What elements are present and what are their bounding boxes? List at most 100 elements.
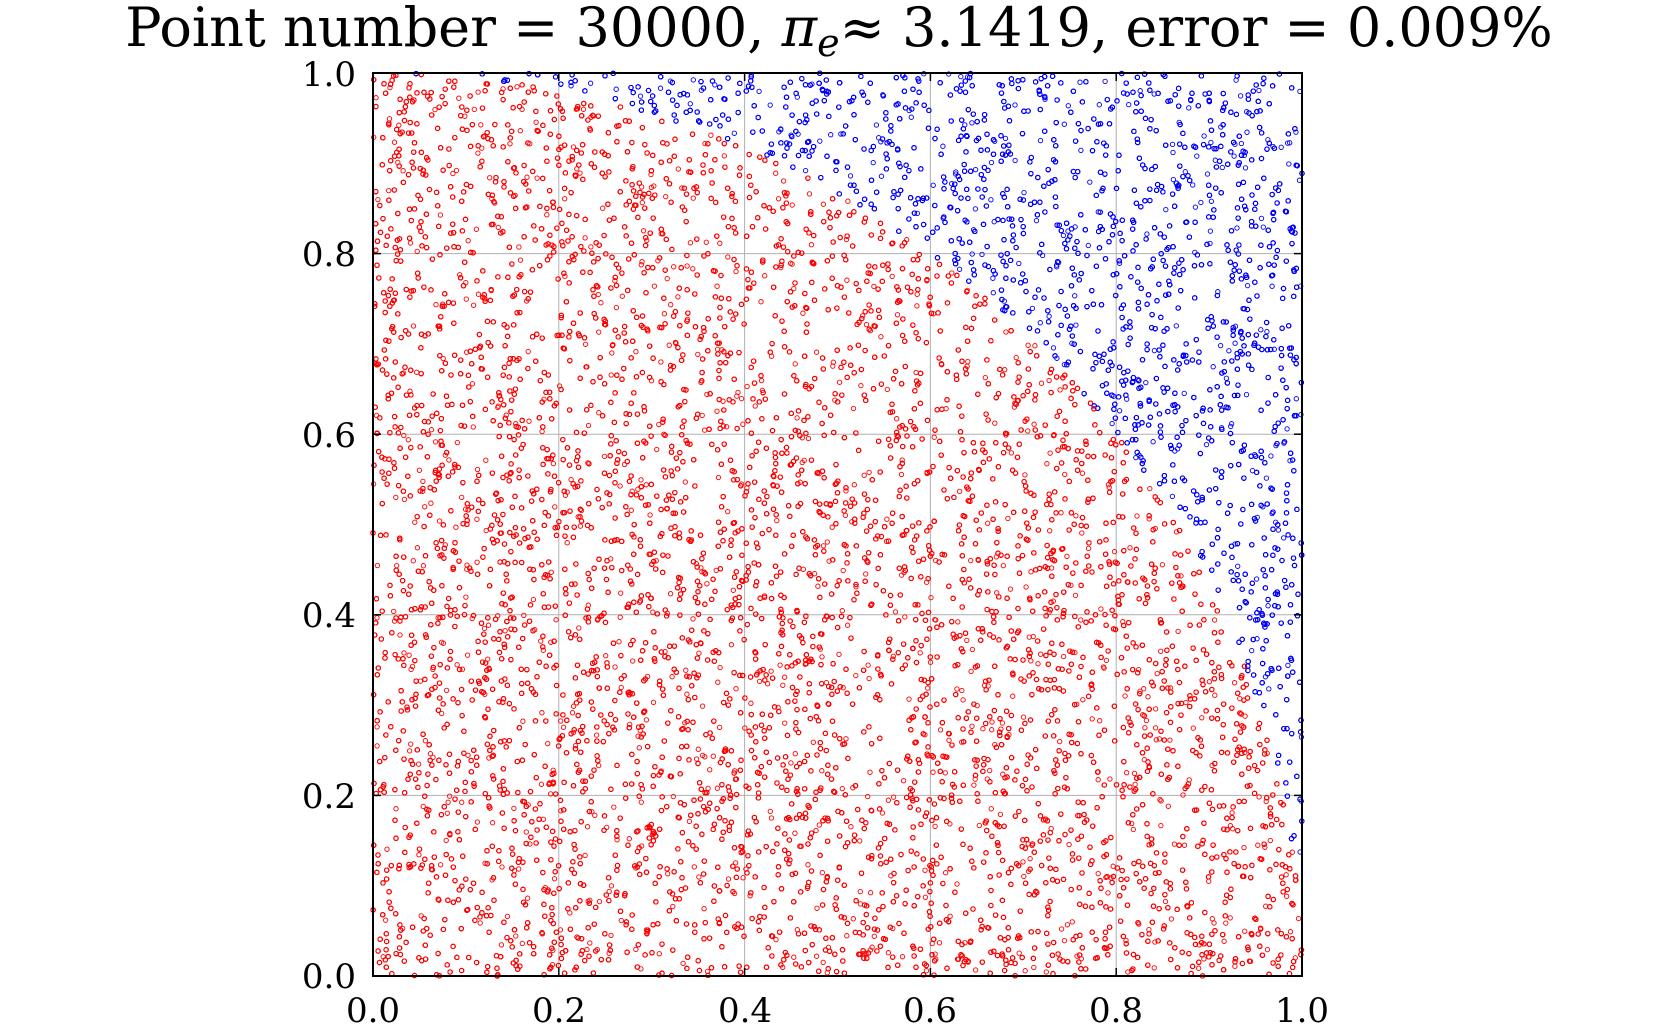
point-outside: [1065, 103, 1071, 109]
point-outside: [1281, 535, 1287, 541]
point-inside: [696, 650, 702, 656]
point-inside: [863, 571, 869, 577]
point-inside: [740, 875, 746, 881]
point-inside: [577, 523, 584, 529]
point-inside: [1158, 798, 1164, 804]
point-inside: [696, 874, 702, 880]
point-inside: [446, 793, 453, 799]
point-inside: [475, 291, 482, 297]
point-inside: [906, 696, 912, 702]
point-inside: [1229, 810, 1235, 816]
point-inside: [525, 348, 531, 355]
point-inside: [670, 903, 676, 910]
point-inside: [471, 106, 477, 113]
point-inside: [960, 697, 966, 703]
point-inside: [857, 888, 863, 895]
point-inside: [932, 951, 938, 957]
point-inside: [853, 584, 859, 590]
point-inside: [617, 483, 623, 489]
point-inside: [1074, 701, 1080, 707]
point-inside: [635, 733, 641, 739]
point-inside: [1021, 873, 1027, 880]
point-outside: [1242, 165, 1249, 171]
point-inside: [485, 622, 492, 628]
point-inside: [629, 488, 635, 494]
point-inside: [412, 519, 418, 525]
point-inside: [878, 334, 884, 340]
point-inside: [792, 361, 798, 367]
point-inside: [928, 594, 934, 601]
point-inside: [980, 726, 986, 732]
point-inside: [1032, 343, 1038, 349]
point-inside: [601, 453, 608, 460]
point-inside: [1134, 513, 1140, 519]
point-inside: [844, 277, 850, 283]
point-inside: [540, 647, 546, 653]
point-inside: [606, 888, 612, 895]
point-inside: [959, 739, 965, 745]
point-inside: [420, 803, 426, 810]
point-inside: [459, 494, 465, 501]
title-pi-value: 3.1419: [902, 0, 1091, 59]
point-inside: [374, 615, 380, 621]
point-inside: [732, 860, 739, 866]
point-inside: [393, 494, 399, 501]
point-inside: [587, 940, 593, 946]
point-inside: [756, 678, 763, 685]
point-inside: [1127, 545, 1133, 551]
point-inside: [517, 257, 524, 263]
point-inside: [1147, 485, 1153, 492]
point-inside: [943, 405, 949, 412]
point-inside: [643, 482, 649, 488]
point-inside: [759, 387, 766, 394]
point-inside: [513, 933, 519, 939]
point-inside: [594, 946, 600, 953]
point-outside: [1182, 169, 1188, 175]
point-inside: [1287, 929, 1294, 935]
point-inside: [826, 558, 832, 564]
point-inside: [1171, 841, 1178, 847]
point-inside: [408, 741, 414, 747]
point-inside: [820, 959, 826, 966]
point-inside: [1078, 617, 1084, 623]
point-inside: [1047, 528, 1053, 534]
point-inside: [710, 753, 716, 759]
point-inside: [715, 474, 722, 481]
point-inside: [714, 785, 720, 791]
point-inside: [1227, 915, 1233, 921]
point-inside: [1162, 898, 1169, 905]
point-outside: [1226, 348, 1232, 354]
point-inside: [469, 615, 475, 622]
point-inside: [900, 778, 907, 784]
point-inside: [483, 457, 489, 463]
point-inside: [582, 235, 588, 241]
point-inside: [407, 388, 413, 394]
point-outside: [1207, 228, 1214, 234]
point-inside: [1079, 470, 1086, 476]
point-inside: [819, 654, 825, 660]
point-inside: [1195, 965, 1202, 971]
point-inside: [1283, 893, 1290, 899]
point-outside: [687, 101, 693, 107]
point-inside: [992, 741, 998, 748]
point-inside: [1060, 653, 1067, 660]
point-inside: [654, 446, 660, 453]
point-inside: [1295, 915, 1302, 922]
point-outside: [1284, 426, 1290, 432]
point-inside: [1201, 956, 1207, 962]
point-inside: [651, 283, 658, 289]
point-inside: [513, 421, 519, 427]
point-inside: [1027, 855, 1033, 862]
point-inside: [734, 393, 740, 399]
point-outside: [613, 86, 619, 92]
point-outside: [1215, 289, 1221, 295]
point-inside: [824, 539, 830, 545]
point-inside: [446, 457, 452, 463]
point-inside: [768, 668, 774, 674]
point-inside: [937, 727, 944, 733]
point-inside: [551, 876, 558, 882]
point-inside: [609, 350, 615, 356]
point-inside: [582, 341, 589, 347]
point-inside: [703, 239, 709, 245]
point-inside: [695, 351, 701, 358]
